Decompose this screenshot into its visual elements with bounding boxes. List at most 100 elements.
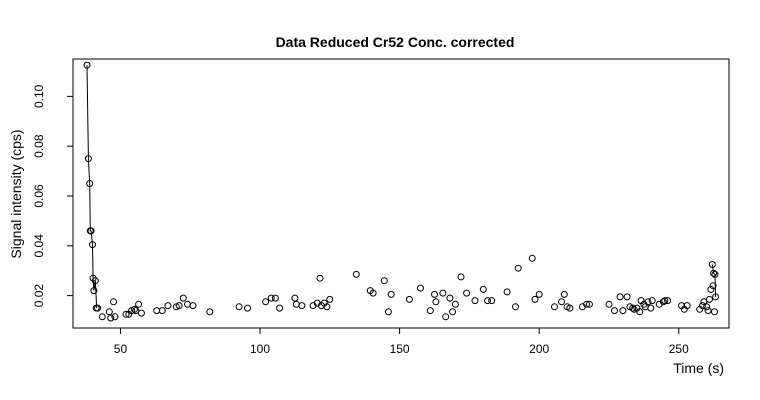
- data-point: [432, 298, 440, 306]
- x-tick-label: 150: [390, 342, 410, 356]
- data-point: [712, 293, 720, 301]
- data-point: [352, 270, 360, 278]
- data-point: [535, 290, 543, 298]
- series-line: [86, 65, 98, 309]
- data-point: [664, 297, 672, 305]
- data-point: [528, 254, 536, 262]
- data-point: [616, 293, 624, 301]
- data-point: [189, 302, 197, 310]
- data-point: [110, 298, 117, 306]
- y-axis-label: Signal intensity (cps): [8, 129, 24, 258]
- y-tick-label: 0.08: [32, 134, 46, 158]
- data-point: [267, 294, 275, 302]
- data-point: [629, 304, 637, 312]
- data-point: [484, 297, 491, 305]
- data-point: [442, 313, 450, 321]
- data-point: [699, 302, 706, 310]
- series-lines: [86, 65, 717, 309]
- data-point: [661, 297, 669, 305]
- data-point: [137, 309, 145, 317]
- data-point: [380, 277, 388, 285]
- data-point: [431, 290, 438, 298]
- data-point: [647, 304, 655, 312]
- data-point: [235, 303, 243, 311]
- data-point: [683, 302, 691, 310]
- data-point: [326, 295, 334, 303]
- data-point: [262, 298, 270, 306]
- data-point: [244, 304, 251, 312]
- data-point: [704, 307, 712, 315]
- data-point: [206, 308, 214, 316]
- data-point: [605, 300, 613, 308]
- data-point: [659, 298, 667, 306]
- data-point: [276, 304, 284, 312]
- data-point: [98, 313, 106, 321]
- data-point: [86, 180, 94, 187]
- data-point: [471, 297, 479, 305]
- x-tick-label: 100: [250, 342, 270, 356]
- data-point: [87, 227, 95, 235]
- data-point: [316, 274, 324, 282]
- data-point: [84, 155, 92, 163]
- data-point: [130, 305, 138, 313]
- data-point: [479, 285, 487, 293]
- data-point: [83, 61, 91, 69]
- data-point: [158, 307, 166, 315]
- y-tick-label: 0.06: [32, 184, 46, 208]
- data-point: [122, 310, 130, 318]
- data-point: [179, 294, 187, 302]
- x-tick-label: 50: [114, 342, 128, 356]
- data-point: [648, 297, 656, 305]
- data-point: [463, 289, 471, 297]
- data-point: [387, 290, 395, 298]
- data-point: [611, 307, 618, 315]
- chart-title: Data Reduced Cr52 Conc. corrected: [276, 34, 515, 50]
- data-point: [707, 285, 715, 293]
- data-point: [132, 307, 140, 315]
- data-point: [560, 290, 568, 298]
- data-point: [426, 307, 434, 315]
- data-point: [292, 300, 300, 308]
- data-point: [512, 303, 519, 311]
- data-point: [89, 241, 96, 249]
- data-point: [323, 303, 331, 311]
- data-point: [135, 300, 143, 308]
- data-point: [105, 308, 113, 316]
- data-point: [636, 308, 644, 316]
- data-point: [369, 289, 377, 297]
- data-point: [644, 298, 652, 306]
- data-point: [91, 277, 99, 285]
- data-point: [566, 304, 574, 312]
- data-point: [449, 308, 457, 316]
- data-point: [164, 302, 172, 310]
- y-tick-label: 0.10: [32, 84, 46, 108]
- data-point: [623, 293, 631, 301]
- series-line: [711, 264, 717, 297]
- data-point: [514, 264, 522, 272]
- data-point: [90, 287, 98, 295]
- data-point: [583, 300, 591, 308]
- axis-ticks: 50 100 150 200 250 0.02 0.04 0.06 0.08 0.10: [32, 84, 689, 356]
- data-point: [709, 282, 717, 290]
- data-point: [551, 303, 558, 311]
- data-point: [619, 307, 627, 315]
- data-point: [107, 314, 115, 322]
- x-tick-label: 200: [529, 342, 549, 356]
- data-point: [711, 270, 719, 278]
- data-point: [703, 303, 711, 311]
- data-point: [405, 295, 413, 303]
- data-point: [111, 313, 119, 321]
- data-points: [83, 61, 720, 322]
- data-point: [417, 284, 424, 292]
- data-point: [488, 297, 496, 305]
- data-point: [291, 294, 299, 302]
- data-point: [271, 294, 279, 302]
- y-tick-label: 0.02: [32, 284, 46, 308]
- data-point: [503, 288, 511, 296]
- data-point: [446, 294, 454, 302]
- x-axis-label: Time (s): [673, 360, 724, 376]
- x-tick-label: 250: [669, 342, 689, 356]
- data-point: [558, 298, 565, 306]
- data-point: [439, 289, 447, 297]
